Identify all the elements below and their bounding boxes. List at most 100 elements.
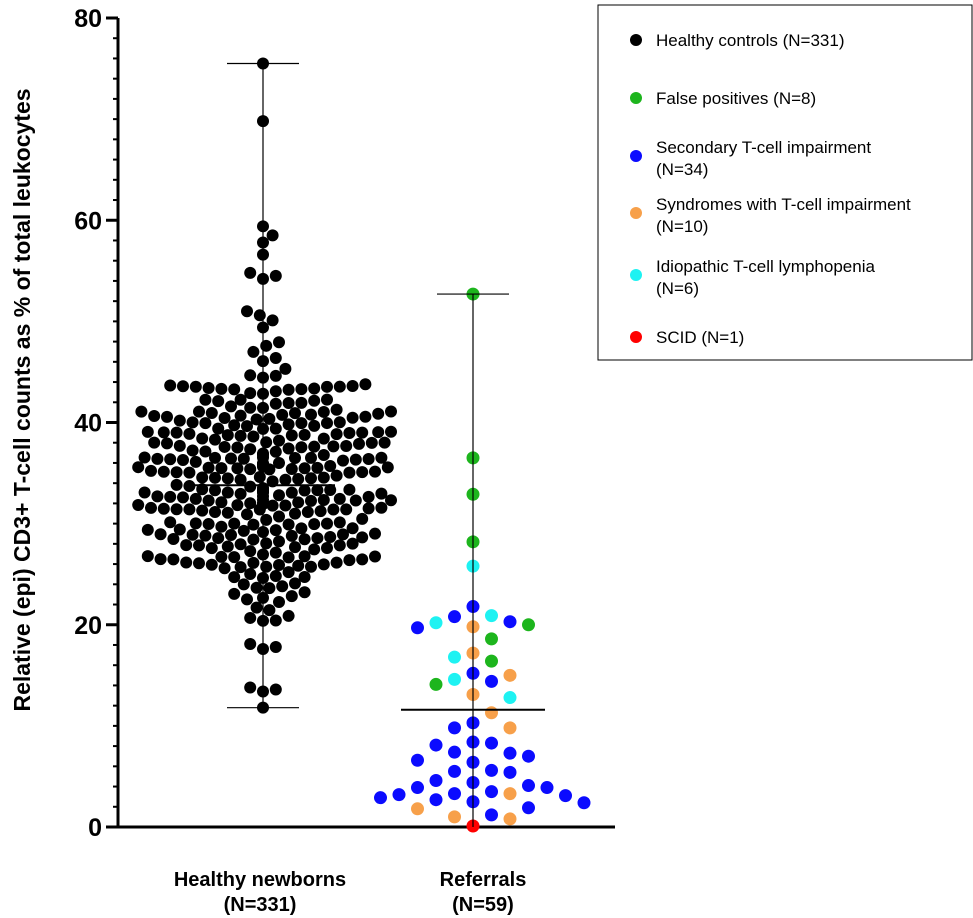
healthy-data-point [228, 419, 241, 432]
healthy-data-point [292, 559, 305, 572]
healthy-data-point [333, 516, 346, 529]
syndromes-data-point [485, 706, 498, 720]
healthy-data-point [141, 550, 154, 563]
healthy-data-point [247, 556, 260, 569]
healthy-data-point [148, 436, 161, 449]
healthy-data-point [260, 537, 273, 550]
secondary-data-point [392, 788, 406, 802]
healthy-data-point [221, 429, 234, 442]
healthy-data-point [173, 523, 186, 536]
healthy-data-point [225, 400, 237, 413]
y-tick-label: 80 [74, 5, 102, 33]
healthy-data-point [205, 558, 218, 571]
healthy-data-point [186, 444, 199, 457]
legend-sublabel-secondary: (N=34) [656, 160, 708, 179]
healthy-data-point [189, 492, 202, 505]
false_pos-data-point [429, 677, 443, 691]
healthy-data-point [202, 518, 215, 531]
healthy-data-point [244, 611, 257, 624]
secondary-data-point [577, 796, 591, 810]
healthy-data-point [241, 593, 253, 606]
healthy-data-point [289, 577, 301, 590]
healthy-data-point [276, 580, 289, 593]
healthy-data-point [183, 466, 196, 479]
healthy-data-point [324, 530, 337, 543]
idiopathic-data-point [429, 616, 443, 630]
healthy-data-point [298, 428, 311, 441]
healthy-data-point [276, 408, 289, 421]
healthy-data-point [285, 429, 298, 442]
healthy-data-point [359, 378, 372, 391]
healthy-data-point [260, 513, 273, 526]
category-label-healthy: Healthy newborns [174, 869, 346, 891]
healthy-data-point [343, 554, 356, 567]
healthy-data-point [337, 454, 349, 467]
healthy-data-point [161, 437, 173, 450]
healthy-data-point [269, 369, 282, 382]
healthy-data-point [289, 407, 301, 420]
healthy-data-point [209, 451, 221, 464]
healthy-data-point [282, 418, 295, 431]
healthy-data-point [234, 429, 247, 442]
healthy-data-point [282, 383, 295, 396]
healthy-data-point [301, 506, 314, 519]
healthy-data-point [228, 517, 241, 530]
summary-lines [191, 62, 545, 827]
healthy-data-point [167, 533, 180, 546]
healthy-data-point [324, 483, 337, 496]
secondary-data-point [411, 781, 424, 795]
healthy-data-point [346, 537, 359, 550]
healthy-data-point [196, 471, 209, 484]
healthy-data-point [209, 484, 221, 497]
healthy-data-point [305, 472, 317, 485]
healthy-data-point [154, 528, 167, 541]
healthy-data-point [273, 489, 285, 502]
healthy-data-point [241, 508, 253, 521]
healthy-data-point [164, 379, 177, 392]
healthy-data-point [231, 462, 244, 475]
healthy-data-point [282, 518, 295, 531]
healthy-data-point [269, 269, 282, 282]
healthy-data-point [177, 491, 189, 504]
healthy-data-point [145, 501, 157, 514]
healthy-data-point [321, 517, 333, 530]
healthy-data-point [173, 414, 186, 427]
legend-marker-secondary [630, 150, 642, 162]
healthy-data-point [369, 465, 381, 478]
healthy-data-point [247, 430, 260, 443]
secondary-data-point [503, 765, 517, 779]
healthy-data-point [273, 510, 285, 523]
healthy-data-point [362, 490, 375, 503]
healthy-data-point [282, 551, 295, 564]
healthy-data-point [244, 568, 257, 581]
healthy-data-point [279, 473, 292, 486]
healthy-data-point [375, 451, 388, 464]
healthy-data-point [253, 309, 266, 322]
healthy-data-point [269, 683, 282, 696]
healthy-data-point [205, 407, 218, 420]
healthy-data-point [170, 478, 183, 491]
healthy-data-point [231, 441, 244, 454]
healthy-data-point [359, 410, 372, 423]
healthy-data-point [305, 494, 317, 507]
healthy-data-point [247, 533, 260, 546]
healthy-data-point [317, 405, 330, 418]
healthy-data-point [183, 503, 196, 516]
healthy-data-point [260, 339, 273, 352]
healthy-data-point [225, 452, 237, 465]
healthy-data-point [209, 471, 221, 484]
secondary-data-point [485, 763, 498, 777]
healthy-data-point [138, 486, 151, 499]
secondary-data-point [522, 801, 535, 815]
healthy-data-point [221, 486, 234, 499]
healthy-data-point [292, 473, 305, 486]
healthy-data-point [186, 528, 199, 541]
healthy-data-point [132, 461, 145, 474]
legend-sublabel-syndromes: (N=10) [656, 217, 708, 236]
healthy-data-point [273, 558, 285, 571]
healthy-data-point [327, 440, 340, 453]
healthy-data-point [289, 541, 301, 554]
healthy-data-point [215, 520, 228, 533]
syndromes-data-point [503, 668, 517, 682]
